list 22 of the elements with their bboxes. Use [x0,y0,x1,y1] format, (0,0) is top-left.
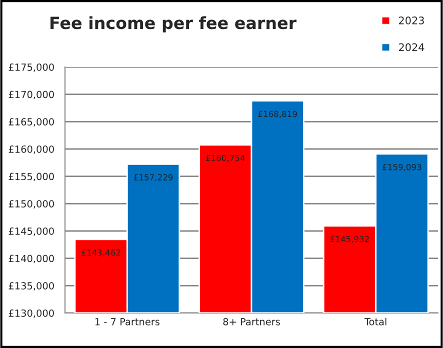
y-tick-label: £175,000 [8,63,54,72]
data-label: £157,229 [134,174,173,182]
data-label: £160,754 [206,154,245,162]
y-tick-label: £145,000 [8,227,54,236]
data-label: £143,462 [82,249,120,257]
y-tick-label: £170,000 [8,90,54,100]
legend-label: 2023 [399,16,424,24]
y-tick-label: £130,000 [8,309,54,318]
data-label: £145,932 [330,236,369,244]
y-tick-label: £140,000 [8,254,54,264]
x-tick-label: 8+ Partners [223,318,280,326]
data-label: £159,093 [382,164,422,172]
y-tick-label: £150,000 [8,200,54,208]
legend-label: 2024 [399,43,424,52]
x-tick-label: 1 - 7 Partners [95,318,160,326]
y-tick-label: £135,000 [8,282,54,290]
x-tick-label: Total [364,318,386,326]
y-tick-label: £155,000 [8,172,54,182]
y-tick-label: £165,000 [8,118,54,126]
chart-title: Fee income per fee earner [50,16,297,32]
data-label: £168,819 [258,110,297,118]
y-tick-label: £160,000 [8,145,54,154]
